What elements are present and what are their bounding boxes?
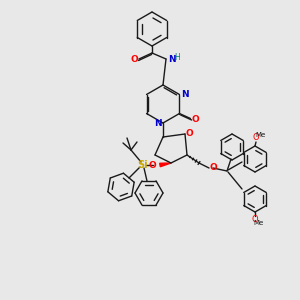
Text: N: N bbox=[168, 55, 176, 64]
Text: N: N bbox=[154, 118, 162, 127]
Text: O: O bbox=[253, 134, 259, 142]
Text: Me: Me bbox=[255, 132, 265, 138]
Text: O: O bbox=[185, 128, 193, 137]
Text: O: O bbox=[252, 215, 258, 224]
Text: Si: Si bbox=[138, 160, 148, 170]
Text: N: N bbox=[181, 90, 188, 99]
Text: H: H bbox=[174, 53, 180, 62]
Text: O: O bbox=[130, 56, 138, 64]
Polygon shape bbox=[160, 163, 171, 167]
Text: O: O bbox=[148, 160, 156, 169]
Text: Me: Me bbox=[254, 220, 264, 226]
Text: O: O bbox=[192, 115, 199, 124]
Text: O: O bbox=[209, 164, 217, 172]
